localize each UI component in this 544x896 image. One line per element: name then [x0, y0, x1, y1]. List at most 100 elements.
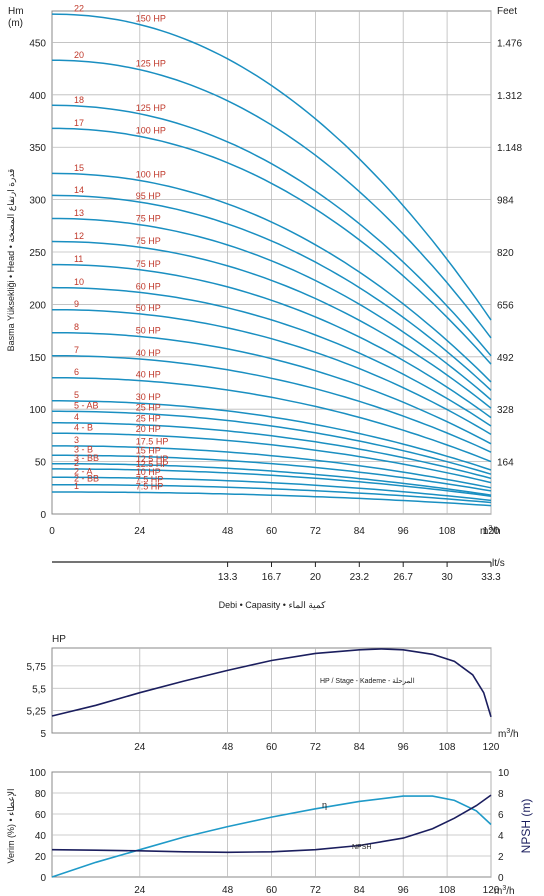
head-curve-20 — [52, 59, 492, 339]
eff-x-tick-label: 72 — [310, 885, 322, 896]
eff-x-tick-label: 60 — [266, 885, 278, 896]
hp-x-tick-label: 24 — [134, 742, 146, 753]
efficiency-curve — [51, 795, 492, 878]
ls-tick-label: 13.3 — [218, 572, 238, 583]
stage-label: 14 — [74, 185, 84, 195]
stage-label: 9 — [74, 299, 79, 309]
head-x-tick-label: 96 — [398, 526, 410, 537]
stage-label: 2 - A — [74, 466, 93, 476]
hp-label: 100 HP — [136, 125, 166, 135]
hp-y-tick-label: 5,25 — [27, 707, 47, 718]
head-curve-5-AB — [52, 410, 492, 475]
hp-y-tick-label: 5 — [40, 729, 46, 740]
head-y-tick-label: 450 — [29, 38, 46, 49]
head-y-tick-label: 300 — [29, 196, 46, 207]
head-curve-14 — [51, 194, 492, 391]
stage-label: 1 — [74, 481, 79, 491]
stage-label: 3 — [74, 435, 79, 445]
stage-label: 17 — [74, 118, 84, 128]
hp-label: 15 HP — [136, 446, 161, 456]
head-y-tick-label: 0 — [40, 510, 46, 521]
head-feet-tick-label: 984 — [497, 196, 514, 207]
ls-tick-label: 20 — [310, 572, 322, 583]
head-curve-18 — [51, 104, 492, 357]
stage-label: 22 — [74, 4, 84, 14]
head-curve-5 — [52, 400, 492, 471]
head-feet-tick-label: 656 — [497, 300, 514, 311]
head-y-tick-label: 150 — [29, 353, 46, 364]
stage-label: 18 — [74, 95, 84, 105]
eff-x-tick-label: 84 — [354, 885, 366, 896]
head-feet-tick-label: 820 — [497, 248, 514, 259]
npsh-y-tick-label: 8 — [498, 789, 504, 800]
hp-x-tick-label: 84 — [354, 742, 366, 753]
hp-label: 50 HP — [136, 303, 161, 313]
npsh-series-label: NPSH — [352, 844, 371, 851]
head-curve-3-BB — [52, 462, 492, 496]
ls-tick-label: 33.3 — [481, 572, 501, 583]
hp-label: 60 HP — [136, 281, 161, 291]
head-x-tick-label: 60 — [266, 526, 278, 537]
hp-label: 125 HP — [136, 103, 166, 113]
eff-y-tick-label: 40 — [35, 831, 47, 842]
ls-axis-unit: lt/s — [492, 558, 505, 569]
head-curve-4 — [52, 422, 492, 480]
eff-x-unit: m3/h — [494, 885, 515, 896]
stage-label: 2 - BB — [74, 474, 99, 484]
hp-annotation: HP / Stage - Kademe - المرحلة — [320, 677, 415, 685]
hp-label: 20 HP — [136, 424, 161, 434]
stage-label: 4 - B — [74, 422, 93, 432]
head-y-tick-label: 200 — [29, 300, 46, 311]
hp-label: 30 HP — [136, 392, 161, 402]
head-curve-11 — [52, 263, 492, 419]
stage-label: 6 — [74, 367, 79, 377]
npsh-curve — [51, 794, 492, 854]
ls-axis-ticks: 13.3 16.7 20 23.2 26.7 30 33.3 — [218, 562, 501, 583]
head-y-tick-label: 400 — [29, 91, 46, 102]
head-x-tick-label: 72 — [310, 526, 322, 537]
hp-x-ticks: 24 48 60 72 84 96 108 120 — [134, 742, 500, 753]
eff-x-ticks: 24 48 60 72 84 96 108 120 — [134, 885, 500, 896]
flow-axis-title: Debi • Capasity • كمية الماء — [219, 600, 327, 610]
eff-y-tick-label: 0 — [40, 873, 46, 884]
hp-grid — [52, 648, 492, 733]
hp-label: 12.5 HP — [136, 459, 169, 469]
stage-label: 4 — [74, 412, 79, 422]
hp-y-tick-label: 5,5 — [32, 684, 46, 695]
eff-y-tick-label: 80 — [35, 789, 47, 800]
head-left-axis-unit: (m) — [8, 18, 23, 29]
eff-left-axis-title: Verim (%) • الإعطاء — [6, 788, 17, 863]
head-x-tick-label: 0 — [49, 526, 55, 537]
hp-label: 75 HP — [136, 236, 161, 246]
head-curve-9 — [52, 308, 492, 436]
ls-tick-label: 16.7 — [262, 572, 282, 583]
stage-label: 11 — [74, 254, 83, 264]
head-curve-2-A — [52, 476, 492, 502]
stage-label: 7 — [74, 345, 79, 355]
hp-label: 75 HP — [136, 214, 161, 224]
head-curve-17 — [52, 127, 492, 365]
hp-chart: HP 5 5,25 5,5 5,75 24 48 60 72 84 96 108 120 HP / … — [27, 634, 519, 753]
head-feet-tick-label: 1.148 — [497, 143, 522, 154]
stage-label: 5 - AB — [74, 400, 99, 410]
head-curve-3 — [52, 445, 492, 489]
ls-tick-label: 26.7 — [393, 572, 413, 583]
hp-x-tick-label: 72 — [310, 742, 322, 753]
npsh-right-y-ticks: 0 2 4 6 8 10 — [498, 768, 510, 884]
head-feet-ticks: 164 328 492 656 820 984 1.148 1.312 1.476 — [497, 38, 522, 468]
head-curve-10 — [51, 286, 492, 427]
hp-x-tick-label: 96 — [398, 742, 410, 753]
eff-left-y-ticks: 0 20 40 60 80 100 — [29, 768, 46, 884]
head-feet-tick-label: 1.476 — [497, 38, 522, 49]
stage-label: 2 — [74, 458, 79, 468]
head-curve-22 — [51, 13, 492, 321]
head-grid — [52, 11, 492, 514]
head-curve-6 — [52, 377, 492, 463]
hp-per-stage-curve — [51, 648, 492, 718]
head-x-tick-label: 24 — [134, 526, 146, 537]
ls-tick-label: 30 — [442, 572, 454, 583]
hp-label: 40 HP — [136, 348, 161, 358]
